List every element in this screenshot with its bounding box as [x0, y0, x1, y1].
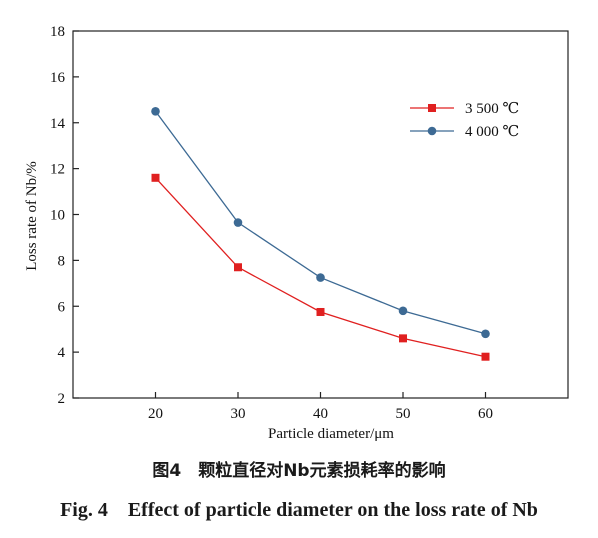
data-point: [398, 306, 408, 316]
data-point: [233, 218, 243, 227]
x-tick-label: 30: [231, 406, 246, 422]
data-point: [481, 329, 490, 339]
data-point: [316, 307, 325, 316]
y-tick-label: 18: [50, 24, 65, 40]
data-point: [234, 263, 242, 272]
y-tick-label: 6: [58, 299, 66, 315]
plot-border: [72, 30, 569, 399]
x-tick-label: 40: [313, 406, 328, 422]
y-tick-label: 2: [58, 391, 66, 407]
legend-marker: [428, 104, 436, 112]
legend-label: 3 500 ℃: [465, 101, 519, 117]
data-point: [316, 273, 325, 282]
y-axis: 2 4 6 8 10 12 14 16 18: [50, 24, 79, 407]
data-point: [151, 106, 160, 116]
legend-label: 4 000 ℃: [465, 124, 519, 140]
x-tick-label: 60: [478, 406, 493, 422]
legend: 3 500 ℃ 4 000 ℃: [410, 101, 519, 140]
data-point: [481, 352, 490, 361]
figure-caption-chinese: 图4 颗粒直径对Nb元素损耗率的影响: [152, 461, 446, 481]
y-axis-title: Loss rate of Nb/%: [24, 161, 40, 271]
data-point: [399, 334, 407, 343]
y-tick-label: 4: [58, 345, 66, 361]
y-tick-label: 14: [50, 116, 66, 132]
x-axis-title: Particle diameter/μm: [268, 426, 394, 442]
series-line: [154, 110, 486, 335]
y-tick-label: 10: [50, 208, 65, 224]
x-tick-label: 50: [396, 406, 411, 422]
x-tick-label: 20: [148, 406, 163, 422]
series-layer: [151, 106, 490, 361]
series-1: [151, 173, 490, 361]
x-axis: 20 30 40 50 60: [148, 392, 493, 422]
series-2: [151, 106, 490, 339]
y-tick-label: 16: [50, 70, 66, 86]
y-tick-label: 12: [50, 162, 65, 178]
data-point: [151, 173, 160, 182]
legend-marker: [427, 126, 437, 136]
series-line: [155, 177, 486, 358]
y-tick-label: 8: [58, 253, 66, 269]
figure-caption-english: Fig. 4 Effect of particle diameter on th…: [60, 499, 538, 521]
plot-frame: [72, 30, 569, 399]
